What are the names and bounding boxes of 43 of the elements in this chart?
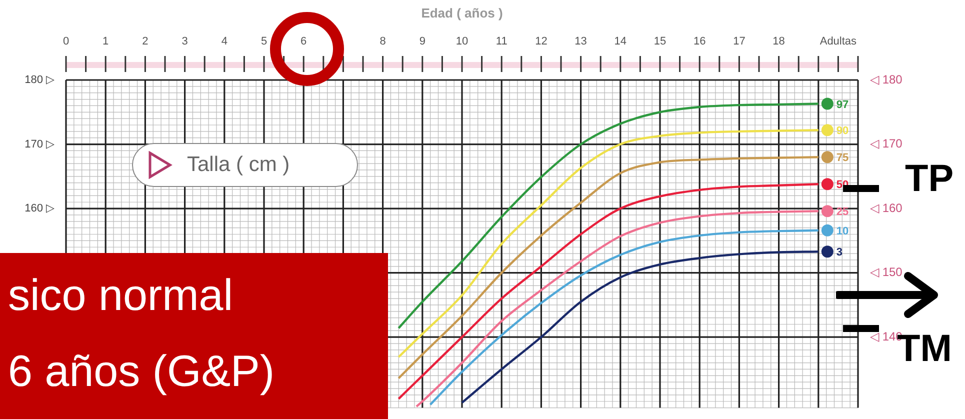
- y2-tick-label: ◁ 180: [870, 72, 903, 86]
- y-tick-label: 180 ▷: [24, 74, 55, 86]
- legend-label: 25: [836, 206, 849, 218]
- y2-tick-label: ◁ 170: [870, 136, 903, 151]
- x-tick-label: 14: [614, 35, 627, 48]
- x-tick-label: 2: [142, 35, 148, 48]
- x-tick-label: 15: [654, 35, 666, 48]
- y-tick-label: 160 ▷: [24, 202, 55, 215]
- legend-label: 75: [836, 152, 849, 164]
- x-tick-label: 5: [260, 35, 268, 48]
- y2-tick-label: ◁ 150: [870, 265, 903, 280]
- x-tick-label: 10: [456, 35, 468, 48]
- x-tick-label: 12: [535, 35, 548, 48]
- x-tick-label: 17: [733, 35, 746, 48]
- y-tick-label: 170 ▷: [24, 138, 55, 150]
- legend-label: 90: [836, 125, 849, 138]
- x-tick-label: 18: [772, 35, 785, 48]
- x-axis-title: Edad ( años ): [421, 5, 503, 20]
- rounded-label-box: Talla ( cm ): [132, 143, 358, 187]
- y-axis-title: Talla ( cm ): [187, 153, 290, 177]
- x-tick-label: 9: [419, 35, 426, 48]
- legend-label: 3: [836, 246, 843, 259]
- line-series: [460, 250, 820, 404]
- line-series: [398, 102, 820, 330]
- y2-tick-label: ◁ 160: [870, 200, 903, 215]
- line-series: [398, 156, 820, 380]
- x-tick-label: 3: [182, 35, 188, 48]
- x-tick-label: 4: [221, 35, 228, 48]
- legend-label: 10: [836, 225, 849, 238]
- annotation: sico normal: [8, 271, 233, 321]
- text: TP: [905, 158, 954, 201]
- x-tick-label: 8: [380, 35, 386, 48]
- x-tick-label: 11: [496, 35, 508, 48]
- legend-label: 97: [836, 98, 849, 111]
- x-tick-label: Adultas: [820, 35, 858, 48]
- x-tick-label: 0: [62, 35, 70, 48]
- annotation: 6 años (G&P): [8, 347, 275, 397]
- line-series: [398, 183, 820, 400]
- x-tick-label: 16: [693, 35, 706, 48]
- x-tick-label: 1: [102, 35, 109, 48]
- line-series: [398, 129, 820, 358]
- x-tick-label: 13: [574, 35, 587, 48]
- x-tick-label: 6: [300, 35, 307, 48]
